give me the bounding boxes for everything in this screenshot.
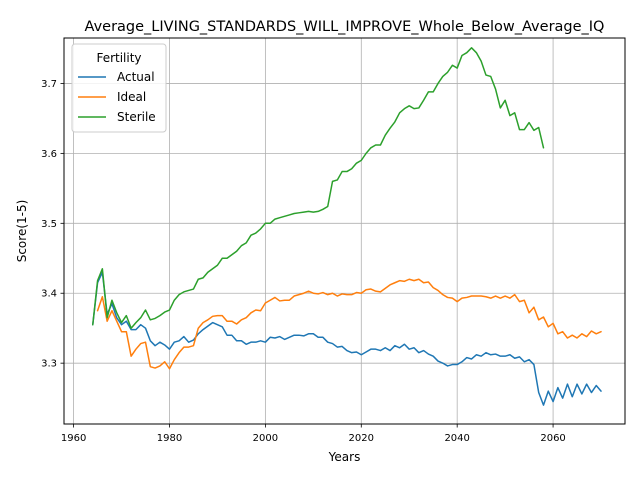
series-line-sterile (92, 47, 545, 329)
x-tick-label: 1960 (61, 433, 86, 444)
plot-frame (63, 37, 626, 425)
x-tick-label: 2020 (349, 433, 374, 444)
legend-box (71, 43, 167, 133)
y-tick-label: 3.3 (41, 359, 57, 370)
y-tick-label: 3.7 (41, 79, 57, 90)
y-tick-label: 3.5 (41, 219, 57, 230)
x-tick-label: 2060 (540, 433, 565, 444)
legend-label-actual: Actual (117, 70, 155, 84)
series-line-ideal (96, 278, 602, 370)
x-axis-ticks: 1960 1980 2000 2020 2040 2060 (61, 424, 566, 444)
x-tick-label: 2040 (444, 433, 469, 444)
y-tick-label: 3.6 (41, 149, 57, 160)
y-tick-label: 3.4 (41, 289, 57, 300)
x-tick-label: 2000 (253, 433, 278, 444)
legend-items: Actual Ideal Sterile (78, 70, 156, 124)
series-lines (92, 47, 602, 406)
legend: Fertility Actual Ideal Sterile (71, 43, 167, 133)
x-axis-label: Years (328, 450, 361, 464)
legend-title: Fertility (96, 51, 141, 65)
y-axis-ticks: 3.3 3.4 3.5 3.6 3.7 (41, 79, 64, 370)
series-line-actual (92, 271, 602, 406)
legend-label-ideal: Ideal (117, 90, 146, 104)
x-tick-label: 1980 (157, 433, 182, 444)
legend-label-sterile: Sterile (117, 110, 156, 124)
y-axis-label: Score(1-5) (15, 200, 29, 263)
chart-title: Average_LIVING_STANDARDS_WILL_IMPROVE_Wh… (85, 19, 605, 35)
grid-lines (64, 38, 625, 424)
